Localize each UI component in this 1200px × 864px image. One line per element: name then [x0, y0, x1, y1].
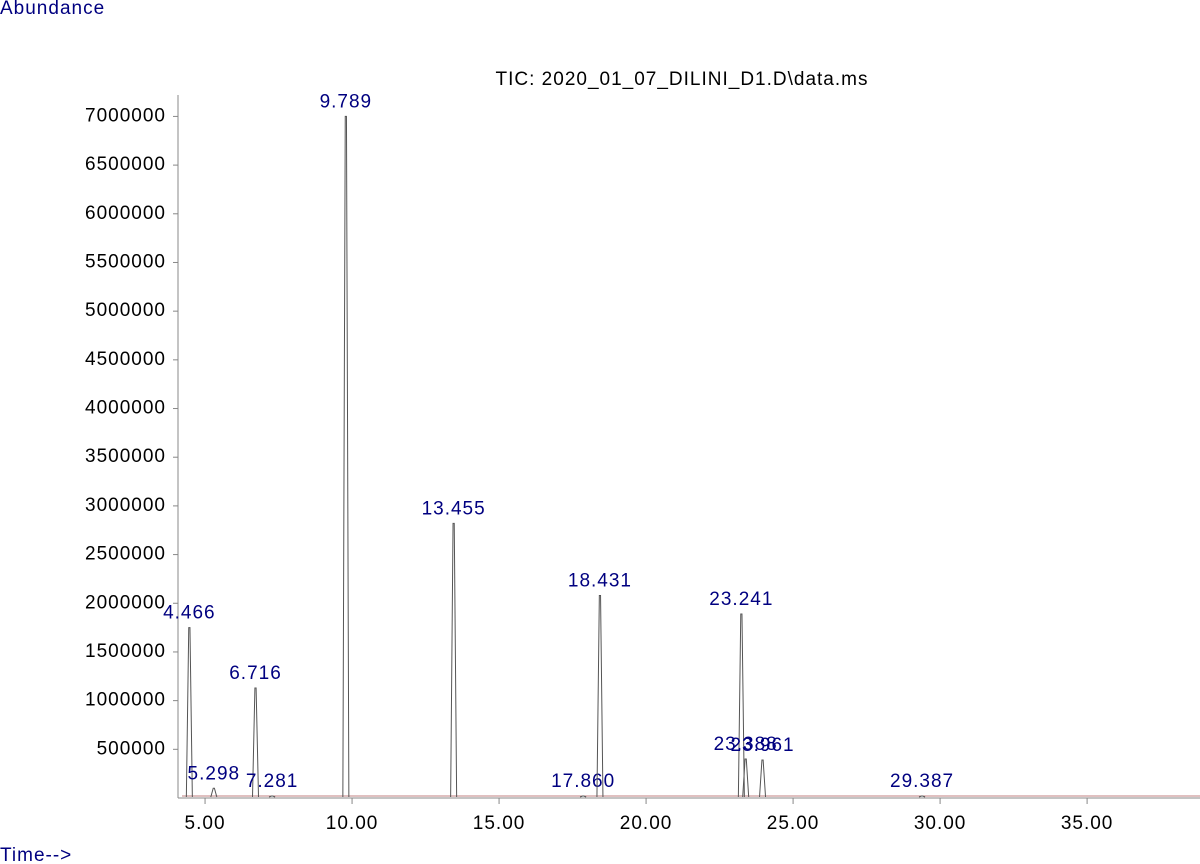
peak [185, 627, 193, 798]
x-tick-label: 10.00 [326, 813, 379, 834]
y-tick-label: 3500000 [85, 446, 166, 467]
x-tick-label: 25.00 [767, 813, 820, 834]
peak [918, 795, 926, 798]
peak-label: 13.455 [422, 498, 486, 519]
peak-label: 29.387 [890, 771, 954, 792]
peak [210, 787, 218, 798]
peak-label: 5.298 [188, 763, 241, 784]
y-tick-label: 5000000 [85, 300, 166, 321]
y-tick-label: 4500000 [85, 349, 166, 370]
y-tick-label: 1000000 [85, 690, 166, 711]
y-tick-label: 4000000 [85, 398, 166, 419]
peak-label: 23.241 [709, 589, 773, 610]
peak-label: 7.281 [246, 771, 299, 792]
peak [759, 759, 767, 798]
x-tick-label: 35.00 [1061, 813, 1114, 834]
x-tick-label: 20.00 [620, 813, 673, 834]
chart-title: TIC: 2020_01_07_DILINI_D1.D\data.ms [496, 69, 869, 90]
peak-label: 4.466 [163, 603, 216, 624]
y-tick-label: 500000 [97, 738, 166, 759]
peak-label: 6.716 [229, 663, 282, 684]
y-tick-label: 1500000 [85, 641, 166, 662]
y-tick-label: 5500000 [85, 251, 166, 272]
peak [737, 613, 745, 798]
x-tick-label: 30.00 [914, 813, 967, 834]
peak-label: 17.860 [551, 771, 615, 792]
x-axis-title: Time--> [0, 845, 72, 864]
y-tick-label: 6000000 [85, 203, 166, 224]
peak [596, 594, 604, 798]
peak-label: 23.961 [730, 735, 794, 756]
peak [252, 687, 260, 798]
peak [342, 115, 350, 798]
peak-label: 23.388 [714, 734, 778, 755]
y-tick-label: 2500000 [85, 544, 166, 565]
peak [742, 758, 750, 798]
peak-label: 18.431 [568, 570, 632, 591]
x-tick-label: 15.00 [473, 813, 526, 834]
x-tick-label: 5.00 [185, 813, 226, 834]
y-tick-label: 7000000 [85, 105, 166, 126]
peak [268, 795, 276, 798]
y-tick-label: 3000000 [85, 495, 166, 516]
y-tick-label: 2000000 [85, 592, 166, 613]
y-axis-title: Abundance [0, 0, 105, 19]
peak [450, 522, 458, 798]
y-tick-label: 6500000 [85, 154, 166, 175]
peak-label: 9.789 [320, 91, 373, 112]
peak [579, 795, 587, 798]
